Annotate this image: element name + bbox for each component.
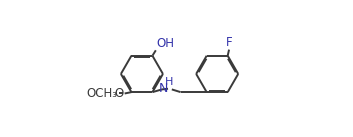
Text: O: O: [115, 87, 124, 100]
Text: N: N: [159, 82, 168, 95]
Text: OCH₃: OCH₃: [86, 87, 117, 100]
Text: OH: OH: [156, 37, 174, 50]
Text: F: F: [226, 35, 232, 48]
Text: H: H: [165, 77, 174, 87]
